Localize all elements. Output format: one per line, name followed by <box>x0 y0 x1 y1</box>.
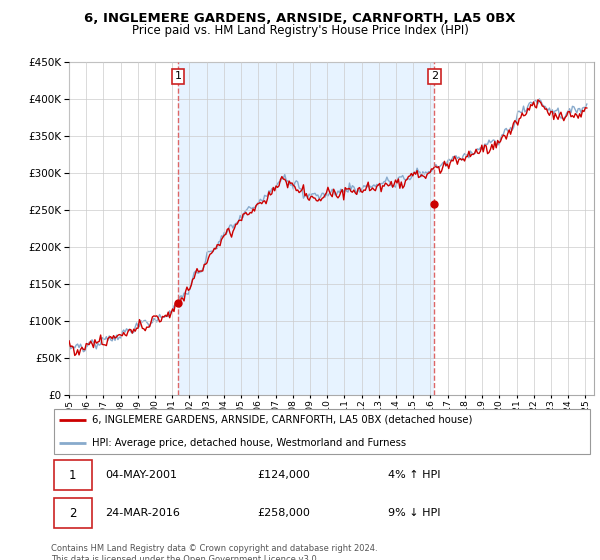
Text: 2: 2 <box>431 72 438 81</box>
FancyBboxPatch shape <box>54 409 590 454</box>
Text: Price paid vs. HM Land Registry's House Price Index (HPI): Price paid vs. HM Land Registry's House … <box>131 24 469 37</box>
Text: 4% ↑ HPI: 4% ↑ HPI <box>388 470 440 480</box>
Text: 2: 2 <box>69 507 76 520</box>
FancyBboxPatch shape <box>54 498 92 528</box>
Text: 6, INGLEMERE GARDENS, ARNSIDE, CARNFORTH, LA5 0BX: 6, INGLEMERE GARDENS, ARNSIDE, CARNFORTH… <box>84 12 516 25</box>
Text: HPI: Average price, detached house, Westmorland and Furness: HPI: Average price, detached house, West… <box>92 438 406 448</box>
Text: 9% ↓ HPI: 9% ↓ HPI <box>388 508 440 518</box>
Text: 24-MAR-2016: 24-MAR-2016 <box>106 508 180 518</box>
Text: 1: 1 <box>69 469 76 482</box>
Text: 1: 1 <box>175 72 182 81</box>
FancyBboxPatch shape <box>54 460 92 491</box>
Bar <box>178 62 434 395</box>
Text: £124,000: £124,000 <box>257 470 310 480</box>
Text: 6, INGLEMERE GARDENS, ARNSIDE, CARNFORTH, LA5 0BX (detached house): 6, INGLEMERE GARDENS, ARNSIDE, CARNFORTH… <box>92 414 472 424</box>
Text: Contains HM Land Registry data © Crown copyright and database right 2024.
This d: Contains HM Land Registry data © Crown c… <box>51 544 377 560</box>
Text: 04-MAY-2001: 04-MAY-2001 <box>106 470 178 480</box>
Text: £258,000: £258,000 <box>257 508 310 518</box>
